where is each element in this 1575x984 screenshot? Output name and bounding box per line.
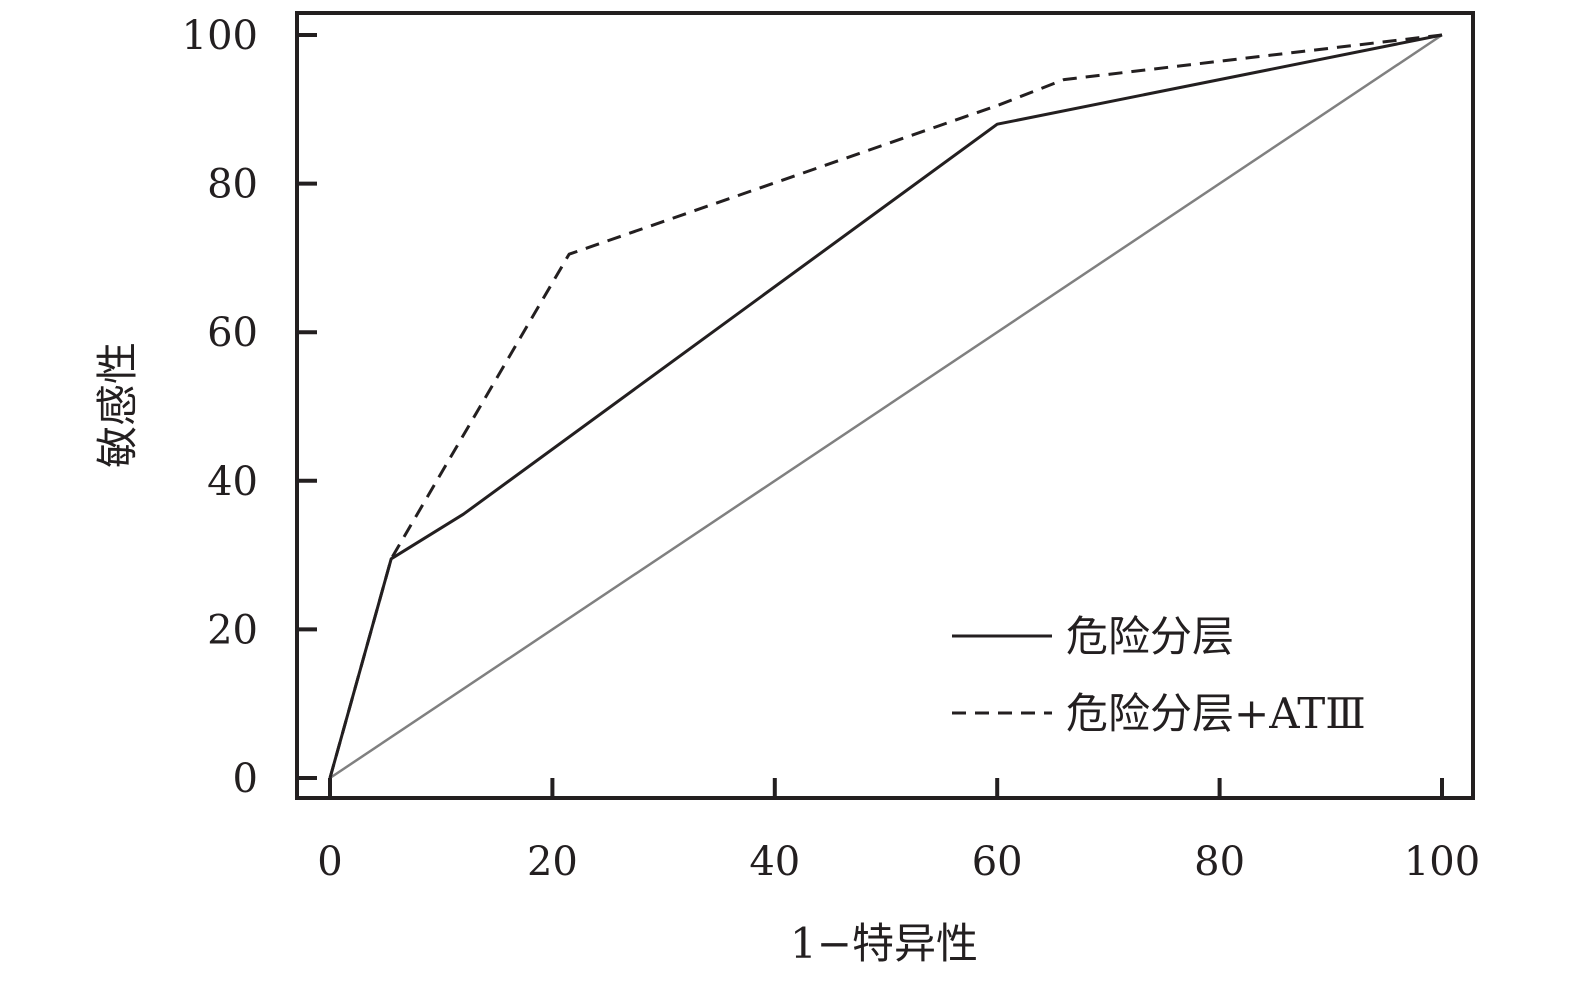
x-tick-label: 40 <box>749 839 800 885</box>
legend-label-risk-stratification: 危险分层 <box>1066 612 1234 661</box>
x-tick-label: 60 <box>972 839 1023 885</box>
reference-layer <box>329 33 1443 780</box>
legend-label-risk-stratification-at3: 危险分层+ATⅢ <box>1066 689 1366 738</box>
x-axis-label: 1−特异性 <box>790 919 978 968</box>
x-tick-label: 0 <box>317 839 342 885</box>
y-tick-label: 0 <box>233 756 258 802</box>
y-tick-label: 60 <box>207 310 258 356</box>
tick-layer: 0 20 40 60 80 100 0 20 40 60 80 100 <box>182 13 1481 885</box>
y-tick-label: 20 <box>207 607 258 653</box>
legend: 危险分层 危险分层+ATⅢ <box>952 612 1366 738</box>
y-axis-label: 敏感性 <box>93 342 142 468</box>
series-layer <box>328 33 1443 779</box>
x-tick-label: 20 <box>527 839 578 885</box>
series-line-1 <box>328 33 1443 779</box>
x-tick-label: 100 <box>1404 839 1480 885</box>
y-tick-label: 100 <box>182 13 258 59</box>
plot-frame <box>295 11 1475 800</box>
x-tick-label: 80 <box>1194 839 1245 885</box>
y-tick-label: 80 <box>207 162 258 208</box>
reference-diagonal-line <box>329 33 1443 780</box>
y-tick-label: 40 <box>207 459 258 505</box>
